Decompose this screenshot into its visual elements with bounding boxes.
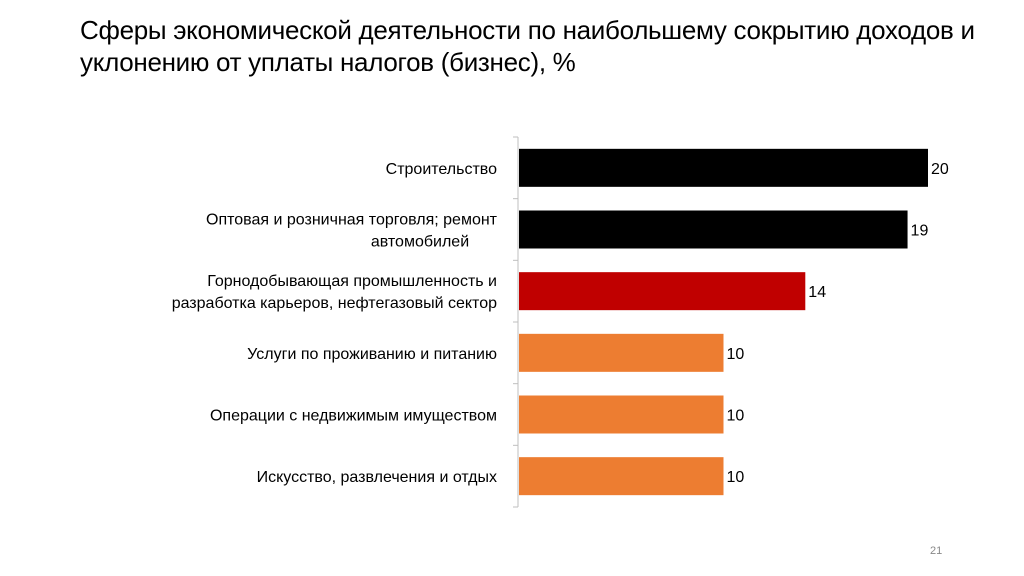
bar bbox=[519, 333, 724, 372]
data-label: 19 bbox=[911, 223, 929, 240]
bar bbox=[519, 148, 928, 187]
page-number: 21 bbox=[930, 545, 943, 557]
bar bbox=[519, 457, 724, 496]
bar bbox=[519, 395, 724, 434]
category-label: Оптовая и розничная торговля; ремонт авто… bbox=[206, 212, 498, 251]
category-label: Искусство, развлечения и отдых bbox=[257, 469, 497, 486]
data-label: 10 bbox=[727, 346, 745, 363]
category-label: Услуги по проживанию и питанию bbox=[247, 346, 497, 363]
category-label: Строительство bbox=[386, 161, 497, 178]
data-label: 14 bbox=[808, 284, 826, 301]
data-label: 20 bbox=[931, 161, 949, 178]
slide-title: Сферы экономической деятельности по наиб… bbox=[80, 15, 975, 77]
data-label: 10 bbox=[727, 408, 745, 425]
data-label: 10 bbox=[727, 469, 745, 486]
bar bbox=[519, 210, 908, 249]
category-label: Операции с недвижимым имуществом bbox=[210, 408, 497, 425]
category-label: Горнодобывающая промышленность и разработ… bbox=[172, 273, 497, 312]
bar bbox=[519, 272, 806, 311]
